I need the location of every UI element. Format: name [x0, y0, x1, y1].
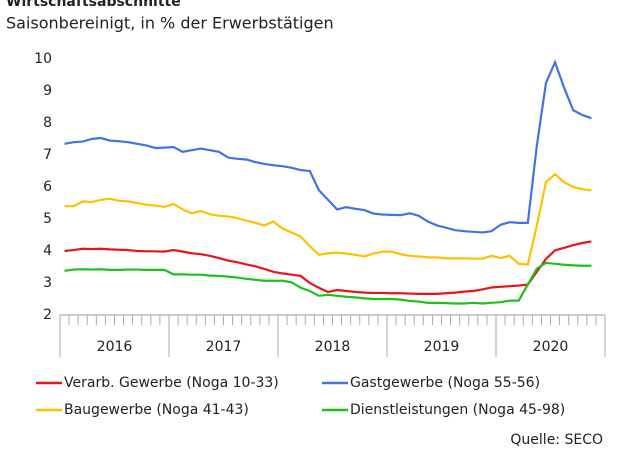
- y-tick-label: 8: [43, 115, 52, 131]
- series-line: [64, 261, 592, 305]
- legend-label: Gastgewerbe (Noga 55-56): [350, 375, 540, 391]
- x-tick-label: 2016: [97, 339, 133, 355]
- y-tick-label: 5: [43, 211, 52, 227]
- y-tick-label: 10: [34, 51, 52, 67]
- source: Quelle: SECO: [510, 432, 603, 448]
- y-tick-label: 7: [43, 147, 52, 163]
- x-tick-label: 2017: [206, 339, 242, 355]
- series-line: [64, 172, 592, 266]
- chart-title: Wirtschaftsabschnitte: [6, 0, 181, 10]
- x-tick-label: 2019: [424, 339, 460, 355]
- y-tick-label: 6: [43, 179, 52, 195]
- series-line: [64, 240, 592, 295]
- chart-subtitle: Saisonbereinigt, in % der Erwerbstätigen: [6, 14, 334, 33]
- y-tick-label: 9: [43, 83, 52, 99]
- legend-label: Baugewerbe (Noga 41-43): [64, 402, 249, 418]
- y-tick-label: 3: [43, 275, 52, 291]
- x-tick-label: 2020: [533, 339, 569, 355]
- legend-label: Dienstleistungen (Noga 45-98): [350, 402, 565, 418]
- legend-label: Verarb. Gewerbe (Noga 10-33): [64, 375, 279, 391]
- x-tick-label: 2018: [315, 339, 351, 355]
- y-tick-label: 4: [43, 243, 52, 259]
- series-line: [64, 59, 592, 234]
- y-tick-label: 2: [43, 307, 52, 323]
